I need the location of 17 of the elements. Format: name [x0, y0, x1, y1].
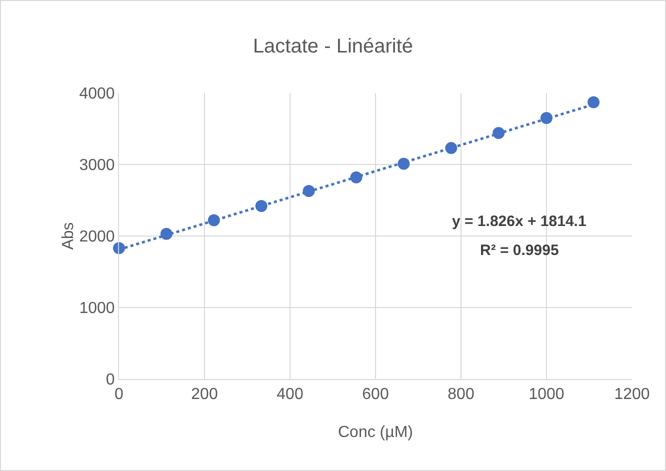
x-tick-label: 800: [448, 386, 474, 404]
y-tick-label: 3000: [79, 157, 115, 174]
y-tick-label: 4000: [79, 86, 115, 103]
x-tick-label: 200: [191, 386, 218, 404]
x-tick-label: 400: [276, 386, 304, 404]
x-tick-label: 600: [362, 386, 389, 404]
y-axis-title: Abs: [60, 222, 78, 250]
y-tick-label: 0: [106, 372, 115, 389]
annotation: y = 1.826x + 1814.1: [452, 213, 586, 230]
y-tick-label: 1000: [79, 300, 115, 318]
x-tick-label: 1000: [528, 386, 564, 404]
annotation: R² = 0.9995: [480, 242, 559, 259]
y-tick-label: 2000: [79, 228, 115, 246]
x-axis-title: Conc (µM): [338, 424, 413, 441]
point: [588, 96, 600, 108]
x-tick-label: 1200: [614, 386, 650, 404]
chart-title: Lactate - Linéarité: [252, 36, 414, 58]
